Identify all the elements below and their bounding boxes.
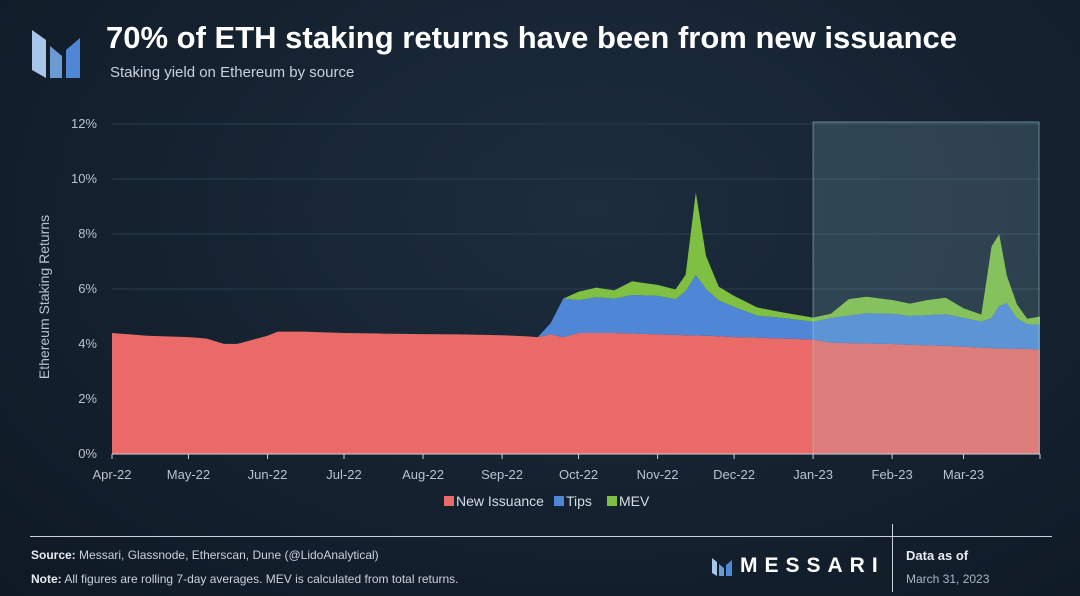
source-text: Messari, Glassnode, Etherscan, Dune (@Li… — [79, 548, 379, 562]
note-label: Note: — [31, 572, 62, 586]
x-tick-label: Sep-22 — [481, 467, 523, 482]
x-tick-label: Jan-23 — [793, 467, 833, 482]
chart-title: 70% of ETH staking returns have been fro… — [106, 20, 958, 55]
y-tick-label: 8% — [78, 226, 97, 241]
legend-label-mev: MEV — [619, 493, 650, 509]
y-tick-label: 2% — [78, 391, 97, 406]
x-tick-label: Dec-22 — [713, 467, 755, 482]
brand-name: MESSARI — [740, 554, 885, 577]
y-axis-label: Ethereum Staking Returns — [36, 215, 52, 379]
legend-swatch-new-issuance — [444, 496, 454, 506]
stacked-areas — [112, 192, 1040, 454]
legend-swatch-mev — [607, 496, 617, 506]
messari-small-icon — [712, 558, 732, 576]
x-axis: Apr-22 May-22 Jun-22 Jul-22 Aug-22 Sep-22 Oct-… — [92, 453, 1041, 482]
y-tick-label: 12% — [71, 116, 97, 131]
x-tick-label: May-22 — [167, 467, 210, 482]
legend: New Issuance Tips MEV — [444, 493, 650, 509]
x-tick-label: Aug-22 — [402, 467, 444, 482]
legend-label-new-issuance: New Issuance — [456, 493, 544, 509]
y-tick-label: 6% — [78, 281, 97, 296]
note-text: All figures are rolling 7-day averages. … — [64, 572, 459, 586]
highlight-layer — [812, 121, 1040, 455]
chart-subtitle: Staking yield on Ethereum by source — [110, 64, 355, 81]
x-tick-label: Mar-23 — [943, 467, 984, 482]
methodology-note: Note: All figures are rolling 7-day aver… — [31, 572, 459, 586]
area-new-issuance — [112, 331, 1040, 454]
source-note: Source: Messari, Glassnode, Etherscan, D… — [31, 548, 379, 562]
footer-divider — [30, 536, 1052, 537]
x-tick-label: Jun-22 — [248, 467, 288, 482]
source-label: Source: — [31, 548, 76, 562]
x-tick-label: Jul-22 — [326, 467, 361, 482]
y-tick-label: 0% — [78, 446, 97, 461]
legend-label-tips: Tips — [566, 493, 592, 509]
x-tick-label: Apr-22 — [92, 467, 131, 482]
highlight-region — [812, 121, 1040, 455]
legend-swatch-tips — [554, 496, 564, 506]
area-tips — [112, 274, 1040, 350]
x-tick-label: Feb-23 — [872, 467, 913, 482]
y-tick-label: 10% — [71, 171, 97, 186]
messari-logo — [32, 30, 80, 78]
x-tick-label: Oct-22 — [559, 467, 598, 482]
y-tick-label: 4% — [78, 336, 97, 351]
footer-vertical-divider — [892, 524, 893, 592]
data-as-of-date: March 31, 2023 — [906, 572, 990, 586]
data-as-of-label: Data as of — [906, 548, 969, 563]
y-tick-labels: 0% 2% 4% 6% 8% 10% 12% — [71, 116, 97, 461]
x-tick-label: Nov-22 — [637, 467, 679, 482]
